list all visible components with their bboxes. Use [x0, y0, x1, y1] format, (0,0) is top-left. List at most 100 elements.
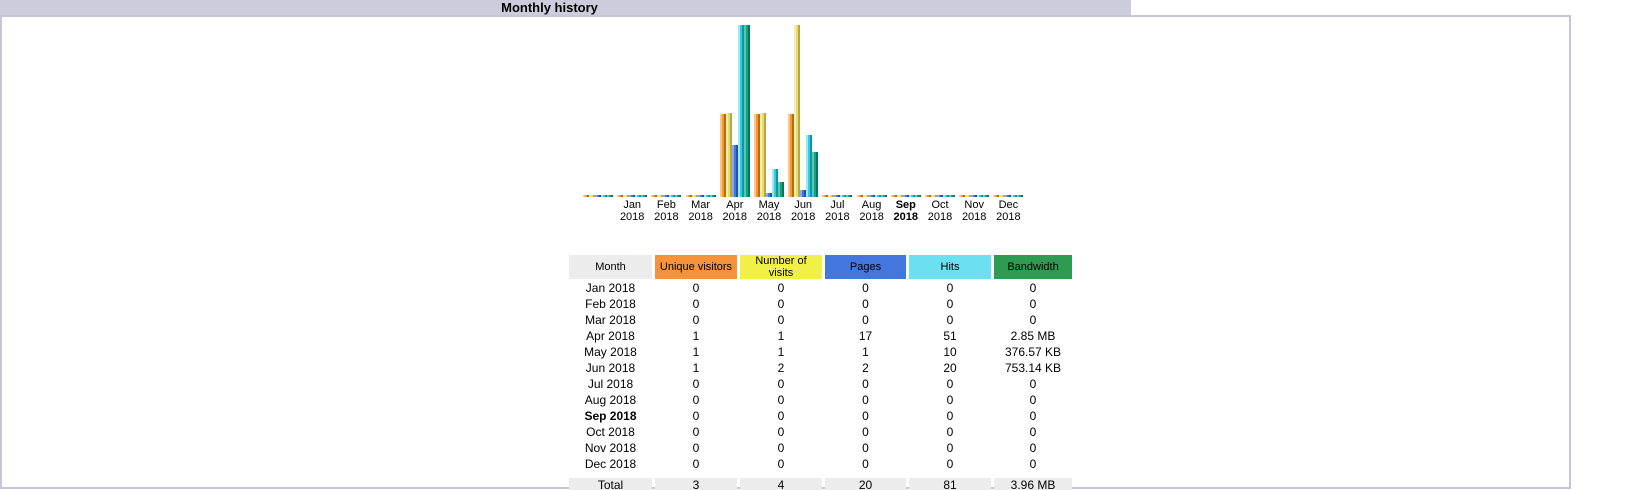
table-header-row: Month Unique visitors Number of visits Page… — [569, 255, 1072, 279]
bar-unique-visitors — [788, 114, 795, 197]
bar-pages — [902, 195, 909, 197]
number-of-visits-cell: 1 — [777, 329, 785, 343]
bar-hits — [669, 195, 676, 197]
table-row: Sep 2018 0 0 0 0 0 — [569, 409, 1072, 423]
bar-pages — [834, 195, 841, 197]
bar-bandwidth — [812, 152, 819, 197]
hits-cell: 0 — [946, 377, 954, 391]
pages-cell: 17 — [858, 329, 873, 343]
bar-group — [788, 25, 819, 197]
pages-cell: 0 — [862, 377, 869, 391]
bar-number-of-visits — [896, 195, 903, 197]
hits-cell: 0 — [946, 425, 954, 439]
pages-cell: 0 — [862, 425, 869, 439]
unique-visitors-cell: 0 — [692, 313, 700, 327]
bandwidth-cell: 2.85 MB — [1010, 329, 1056, 343]
bar-number-of-visits — [725, 113, 732, 197]
unique-visitors-cell: 1 — [692, 329, 700, 343]
bar-hits — [601, 195, 607, 197]
bar-unique-visitors — [685, 195, 692, 197]
table-row: Aug 2018 0 0 0 0 0 — [569, 393, 1072, 407]
pages-cell: 0 — [862, 297, 869, 311]
axis-year: 2018 — [619, 211, 645, 223]
table-row: May 2018 1 1 1 10 376.57 KB — [569, 345, 1072, 359]
bar-hits — [840, 195, 847, 197]
month-cell: Aug 2018 — [584, 393, 637, 407]
bar-pages — [595, 195, 601, 197]
axis-year: 2018 — [722, 211, 748, 223]
unique-visitors-cell: 0 — [692, 425, 700, 439]
total-row: Total 3 4 20 81 3.96 MB — [569, 478, 1072, 490]
bar-pages — [868, 195, 875, 197]
month-cell: Mar 2018 — [585, 313, 636, 327]
bar-hits — [737, 25, 744, 197]
bar-bandwidth — [949, 195, 955, 197]
bar-hits — [874, 195, 881, 197]
number-of-visits-cell: 2 — [777, 361, 785, 375]
total-bandwidth-cell: 3.96 MB — [994, 478, 1072, 490]
table-row: Jun 2018 1 2 2 20 753.14 KB — [569, 361, 1072, 375]
axis-label-nov-2018: Nov 2018 — [957, 199, 991, 223]
bar-pages — [800, 190, 807, 197]
table-row: Apr 2018 1 1 17 51 2.85 MB — [569, 329, 1072, 343]
month-cell: Oct 2018 — [586, 425, 635, 439]
table-row: Jan 2018 0 0 0 0 0 — [569, 281, 1072, 295]
monthly-history-table: Month Unique visitors Number of visits Page… — [566, 253, 1075, 490]
hits-cell: 0 — [946, 393, 954, 407]
number-of-visits-cell: 0 — [777, 425, 785, 439]
axis-year: 2018 — [688, 211, 713, 223]
bar-pages — [766, 193, 772, 197]
bar-unique-visitors — [959, 195, 966, 197]
column-header-month: Month — [569, 255, 652, 279]
bar-number-of-visits — [691, 195, 698, 197]
bar-number-of-visits — [623, 195, 630, 197]
bar-unique-visitors — [719, 114, 726, 197]
axis-label-may-2018: May 2018 — [752, 199, 786, 223]
bar-pages — [663, 195, 670, 197]
axis-month: Jan — [623, 199, 642, 211]
bar-hits — [908, 195, 915, 197]
axis-month: Feb — [656, 199, 676, 211]
axis-label-oct-2018: Oct 2018 — [923, 199, 957, 223]
table-body: Jan 2018 0 0 0 0 0 Feb 2018 0 0 0 0 0 Mar 2018 0 0 0 0 0 A… — [569, 281, 1072, 490]
pages-cell: 2 — [862, 361, 869, 375]
bar-hits — [635, 195, 642, 197]
hits-cell: 20 — [943, 361, 957, 375]
bar-hits — [806, 135, 813, 197]
axis-year: 2018 — [790, 211, 816, 223]
column-header-pages: Pages — [825, 255, 906, 279]
section-title-bar: Monthly history — [0, 0, 1131, 16]
total-unique-visitors-cell: 3 — [655, 478, 737, 490]
bar-unique-visitors — [754, 114, 760, 197]
axis-month: Mar — [691, 199, 711, 211]
monthly-history-panel — [0, 15, 1571, 489]
axis-label-apr-2018: Apr 2018 — [718, 199, 752, 223]
bar-group — [856, 25, 887, 197]
bar-unique-visitors — [651, 195, 658, 197]
bar-pages — [629, 195, 636, 197]
pages-cell: 0 — [862, 281, 869, 295]
total-number-of-visits-cell: 4 — [740, 478, 822, 490]
bar-pages — [731, 145, 738, 197]
axis-month: Jul — [830, 199, 845, 211]
section-title: Monthly history — [501, 0, 598, 15]
bar-group — [583, 25, 613, 197]
unique-visitors-cell: 0 — [692, 457, 700, 471]
bar-bandwidth — [983, 195, 990, 197]
hits-cell: 51 — [943, 329, 957, 343]
bar-group — [925, 25, 955, 197]
bar-number-of-visits — [931, 195, 937, 197]
bandwidth-cell: 0 — [1029, 425, 1037, 439]
bar-unique-visitors — [583, 195, 589, 197]
month-cell: Jun 2018 — [585, 361, 636, 375]
bar-number-of-visits — [760, 113, 766, 197]
bar-unique-visitors — [890, 195, 897, 197]
number-of-visits-cell: 0 — [777, 377, 785, 391]
axis-month: Sep — [895, 199, 916, 211]
number-of-visits-cell: 0 — [777, 409, 785, 423]
pages-cell: 0 — [862, 393, 869, 407]
bar-pages — [1005, 195, 1012, 197]
axis-label-dec-2018: Dec 2018 — [991, 199, 1025, 223]
unique-visitors-cell: 0 — [692, 377, 700, 391]
bar-bandwidth — [607, 195, 613, 197]
